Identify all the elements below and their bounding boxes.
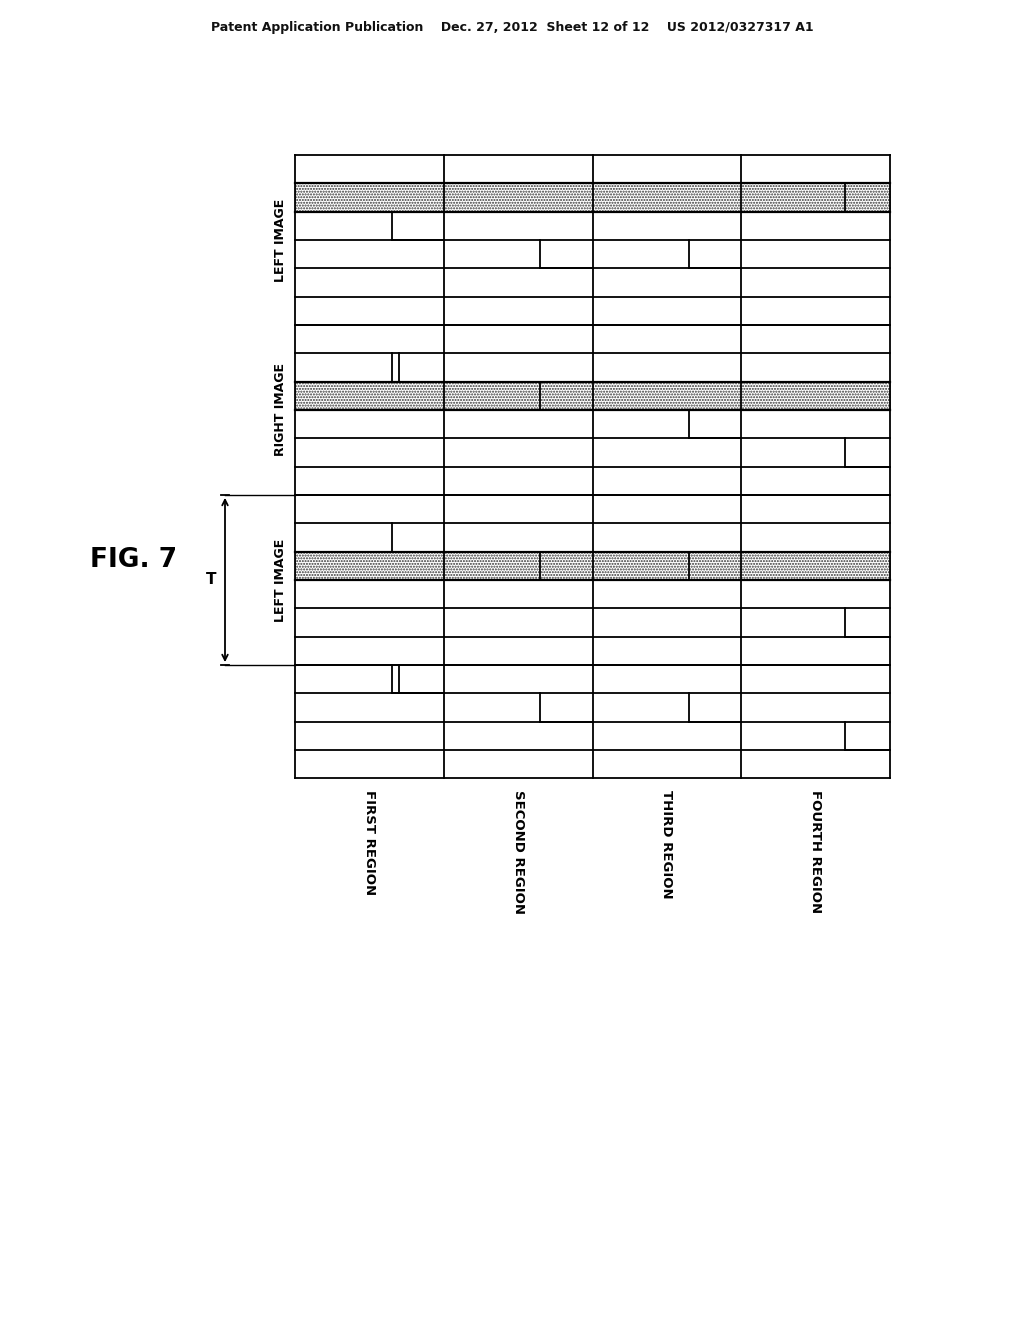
Text: Patent Application Publication    Dec. 27, 2012  Sheet 12 of 12    US 2012/03273: Patent Application Publication Dec. 27, … bbox=[211, 21, 813, 33]
Text: FIRST REGION: FIRST REGION bbox=[362, 791, 376, 895]
Text: FIG. 7: FIG. 7 bbox=[90, 546, 177, 573]
Text: LEFT IMAGE: LEFT IMAGE bbox=[274, 198, 287, 281]
Bar bbox=[295, 381, 890, 411]
Bar bbox=[295, 552, 890, 579]
Text: THIRD REGION: THIRD REGION bbox=[660, 791, 674, 899]
Text: SECOND REGION: SECOND REGION bbox=[512, 791, 524, 915]
Text: RIGHT IMAGE: RIGHT IMAGE bbox=[274, 363, 287, 457]
Text: T: T bbox=[206, 573, 216, 587]
Text: LEFT IMAGE: LEFT IMAGE bbox=[274, 539, 287, 622]
Text: FOURTH REGION: FOURTH REGION bbox=[809, 791, 822, 913]
Bar bbox=[295, 183, 890, 211]
